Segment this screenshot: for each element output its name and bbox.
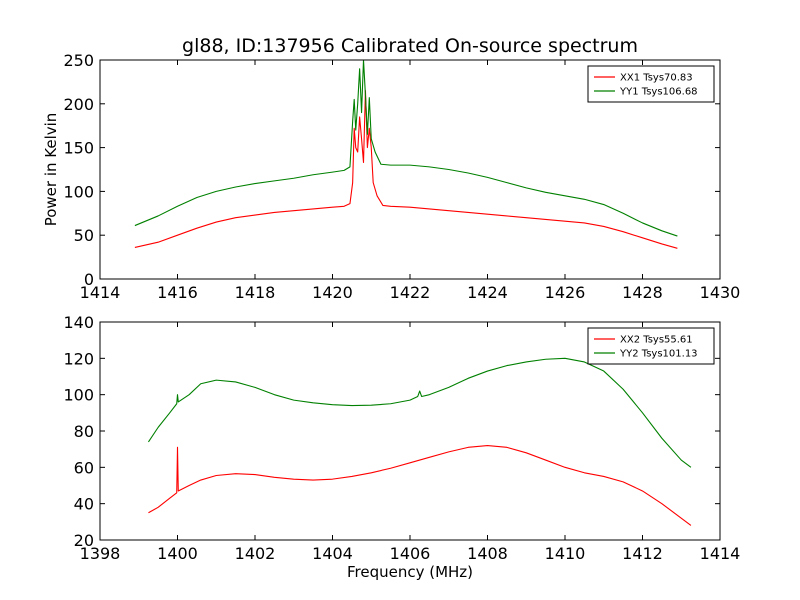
x-tick-label: 1416 [157,283,198,302]
y-tick-label: 100 [63,182,94,201]
x-tick-label: 1424 [467,283,508,302]
legend-label-2: YY2 Tsys101.13 [619,349,698,360]
y-tick-label: 200 [63,95,94,114]
y-tick-label: 0 [84,270,94,289]
series-line-1 [134,90,678,249]
y-tick-label: 40 [74,495,94,514]
y-tick-label: 250 [63,51,94,70]
legend-box [587,65,715,103]
x-axis-label: Frequency (MHz) [347,563,473,581]
y-axis-label: Power in Kelvin [42,113,60,227]
x-tick-label: 1408 [467,544,508,563]
y-tick-label: 50 [74,226,94,245]
legend-label-2: YY1 Tsys106.68 [619,87,698,98]
x-tick-label: 1398 [80,544,121,563]
x-tick-label: 1414 [700,544,741,563]
x-tick-label: 1410 [545,544,586,563]
x-tick-label: 1428 [622,283,663,302]
legend-box [587,327,715,365]
y-tick-label: 20 [74,531,94,550]
x-tick-label: 1402 [235,544,276,563]
x-tick-label: 1418 [235,283,276,302]
top-subplot: 1414 1416 1418 1420 1422 1424 1426 1428 1430 0 50 1… [42,51,740,302]
y-tick-label: 100 [63,386,94,405]
x-tick-label: 1414 [80,283,121,302]
series-line-2 [147,357,692,468]
x-tick-label: 1412 [622,544,663,563]
x-tick-label: 1420 [312,283,353,302]
legend-label-1: XX2 Tsys55.61 [620,335,693,346]
x-tick-label: 1430 [700,283,741,302]
x-tick-label: 1406 [390,544,431,563]
legend-label-1: XX1 Tsys70.83 [620,73,693,84]
y-tick-label: 80 [74,422,94,441]
x-tick-label: 1426 [545,283,586,302]
x-tick-label: 1400 [157,544,198,563]
series-line-1 [148,444,692,526]
series-line-2 [134,59,678,237]
y-tick-label: 60 [74,458,94,477]
bottom-subplot: 1398 1400 1402 1404 1406 1408 1410 1412 1414 20 40… [63,313,740,581]
y-tick-label: 150 [63,139,94,158]
y-tick-label: 120 [63,349,94,368]
x-tick-label: 1422 [390,283,431,302]
chart-title: gl88, ID:137956 Calibrated On-source spe… [182,35,638,57]
x-tick-label: 1404 [312,544,353,563]
y-tick-label: 140 [63,313,94,332]
